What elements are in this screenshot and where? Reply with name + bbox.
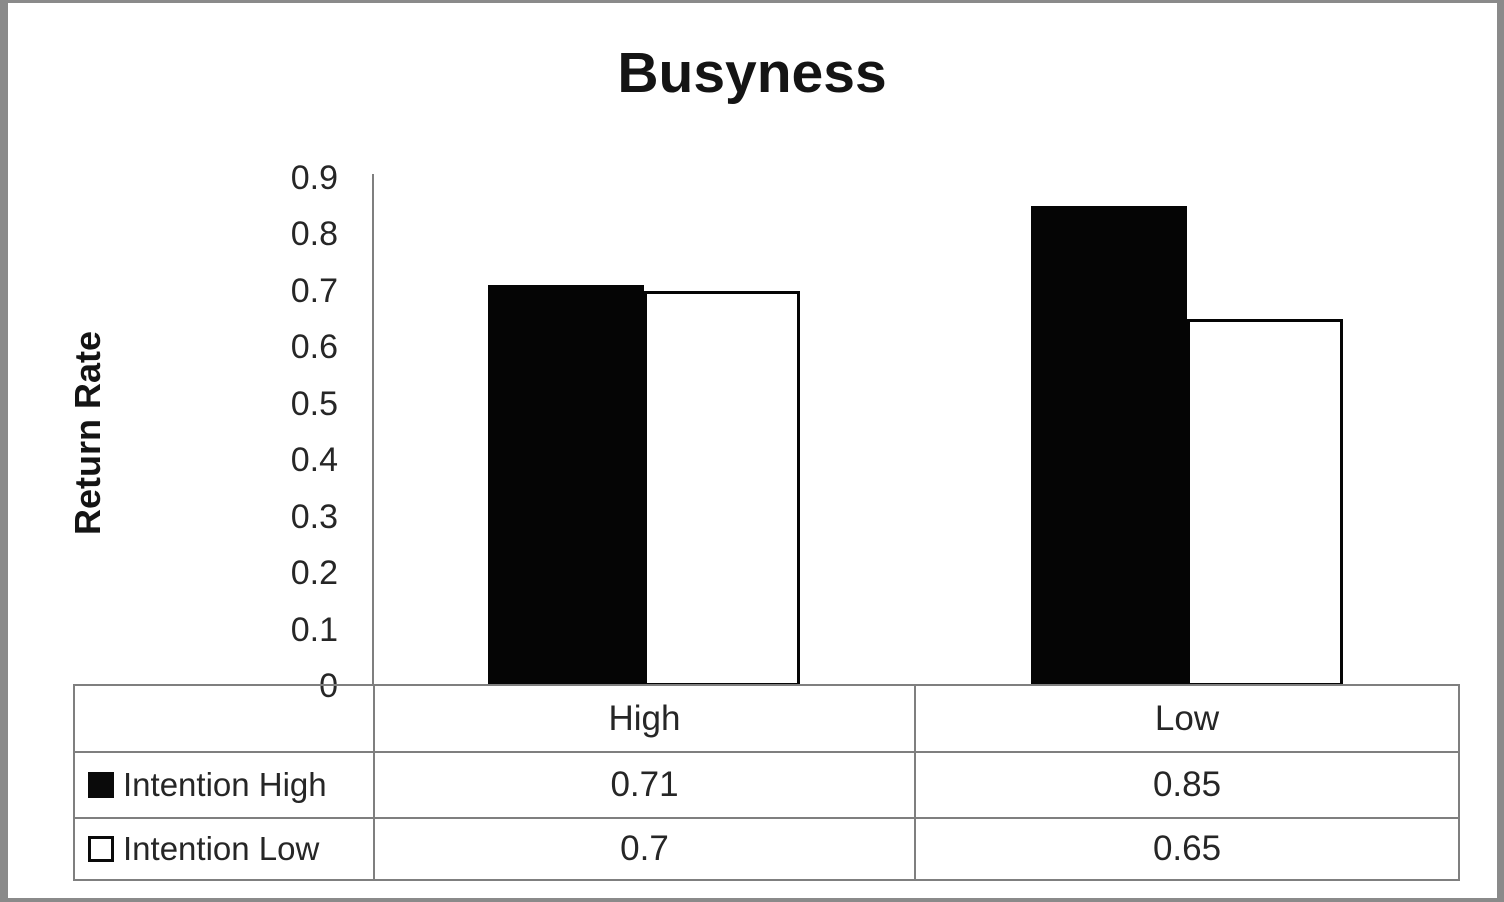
table-corner-cell — [73, 684, 375, 753]
y-tick-label: 0.3 — [290, 497, 338, 536]
frame-border-top — [0, 0, 1504, 3]
table-row: Intention High 0.71 0.85 — [73, 751, 1460, 819]
table-cell-value: 0.65 — [914, 817, 1460, 881]
y-tick-label: 0.5 — [290, 384, 338, 423]
chart-title: Busyness — [617, 41, 887, 105]
chart-data-table: High Low Intention High 0.71 0.85 Intent… — [73, 684, 1460, 881]
y-tick-label: 0.1 — [290, 610, 338, 649]
legend-item-intention-high: Intention High — [73, 751, 375, 819]
y-tick-label: 0.2 — [290, 554, 338, 593]
bar-intention-low-high — [644, 290, 801, 686]
category-header-low: Low — [914, 684, 1460, 753]
legend-label: Intention High — [123, 766, 327, 803]
legend-item-intention-low: Intention Low — [73, 817, 375, 881]
legend-label: Intention Low — [123, 830, 320, 867]
y-axis-line — [372, 174, 374, 686]
bar-intention-low-low — [1186, 319, 1343, 686]
frame-border-right — [1497, 0, 1504, 902]
legend-swatch-empty-icon — [88, 836, 114, 862]
y-tick-label: 0.8 — [290, 215, 338, 254]
table-row: Intention Low 0.7 0.65 — [73, 817, 1460, 881]
category-header-row: High Low — [73, 684, 1460, 753]
y-tick-label: 0.6 — [290, 328, 338, 367]
y-tick-label: 0.7 — [290, 271, 338, 310]
frame-border-left — [0, 0, 8, 902]
table-cell-value: 0.85 — [914, 751, 1460, 819]
table-cell-value: 0.71 — [373, 751, 916, 819]
bar-intention-high-low — [1030, 206, 1187, 686]
y-tick-label: 0.9 — [290, 159, 338, 197]
category-header-high: High — [373, 684, 916, 753]
bar-intention-high-high — [488, 285, 645, 686]
frame-border-bottom — [0, 898, 1504, 902]
table-cell-value: 0.7 — [373, 817, 916, 881]
y-tick-label: 0.4 — [290, 441, 338, 480]
legend-swatch-filled-icon — [88, 772, 114, 798]
